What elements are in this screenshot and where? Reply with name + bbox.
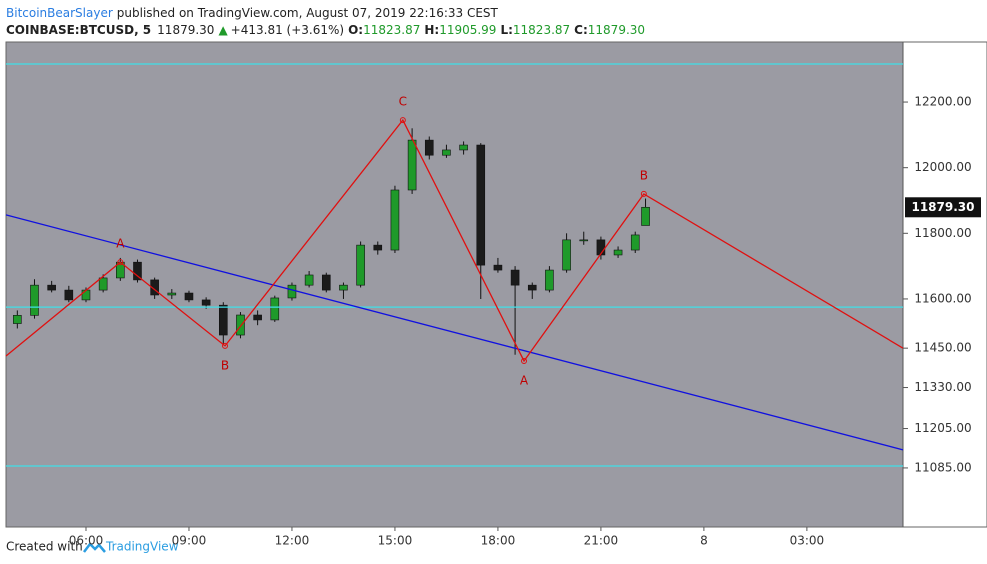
symbol-line: COINBASE:BTCUSD, 5 11879.30 ▲ +413.81 (+3.6…: [6, 23, 645, 37]
candle-body: [81, 289, 91, 301]
price-tag-label: 11879.30: [911, 200, 974, 214]
candle-body: [630, 234, 640, 251]
x-tick-label: 18:00: [481, 534, 516, 548]
candle-body: [236, 314, 245, 336]
candle-body: [270, 297, 280, 321]
zigzag-vertex: [222, 342, 229, 349]
candle-body: [339, 284, 348, 291]
candle-body: [201, 299, 211, 306]
candle-body: [424, 139, 434, 156]
change: +413.81 (+3.61%): [231, 23, 344, 37]
y-tick-label: 11085.00: [914, 460, 971, 474]
candle-body: [47, 284, 56, 291]
candle-body: [150, 279, 159, 296]
candle-body: [133, 261, 142, 281]
candle-body: [184, 292, 194, 301]
x-tick-label: 21:00: [584, 534, 619, 548]
candle-body: [167, 292, 177, 296]
y-tick-label: 12000.00: [914, 160, 971, 174]
last: 11879.30: [157, 23, 214, 37]
candle-body: [527, 284, 537, 291]
brand[interactable]: TradingView: [105, 540, 179, 554]
l: 11823.87: [513, 23, 570, 37]
candle-body: [218, 304, 228, 336]
candle-body: [493, 264, 503, 271]
wave-label: B: [221, 358, 229, 372]
author[interactable]: BitcoinBearSlayer: [6, 6, 113, 20]
created-with: Created with: [6, 540, 83, 554]
zigzag-vertex: [399, 117, 406, 124]
c: 11879.30: [588, 23, 645, 37]
x-tick-label: 8: [700, 534, 708, 548]
l-label: L:: [500, 23, 512, 37]
plot-area: [6, 42, 903, 527]
c-label: C:: [574, 23, 588, 37]
up-arrow: ▲: [218, 23, 228, 37]
x-tick-label: 09:00: [172, 534, 207, 548]
candle-body: [373, 244, 383, 251]
zigzag-vertex: [640, 190, 647, 197]
wave-label: C: [399, 95, 407, 109]
y-tick-label: 11800.00: [914, 226, 971, 240]
candle-body: [30, 284, 39, 316]
h: 11905.99: [439, 23, 496, 37]
candle-body: [641, 206, 650, 226]
x-tick-label: 03:00: [790, 534, 825, 548]
wave-label: B: [640, 168, 648, 182]
candle-body: [98, 277, 108, 291]
zigzag-vertex: [117, 259, 124, 266]
header: BitcoinBearSlayer published on TradingVie…: [6, 6, 499, 20]
candle-body: [407, 139, 417, 191]
candle-body: [64, 289, 74, 301]
candle-body: [304, 274, 314, 286]
candle-body: [253, 314, 262, 321]
candle-body: [356, 244, 365, 286]
candle-body: [510, 269, 520, 286]
wave-label: A: [520, 373, 529, 387]
candle-body: [476, 144, 486, 266]
trendline: [5, 214, 904, 451]
frame: [5, 41, 987, 528]
zigzag: [5, 118, 904, 363]
candle-body: [13, 315, 22, 324]
candle-body: [442, 149, 451, 156]
logo: [83, 542, 106, 553]
candle-body: [545, 269, 554, 291]
candle-body: [613, 249, 623, 256]
y-tick-label: 11330.00: [914, 380, 971, 394]
candle-body: [390, 189, 400, 251]
candle-body: [459, 144, 468, 151]
candle-body: [579, 239, 589, 242]
candle-body: [562, 239, 571, 271]
x-tick-label: 12:00: [275, 534, 310, 548]
o-label: O:: [348, 23, 363, 37]
o: 11823.87: [363, 23, 420, 37]
published: published on TradingView.com, August 07,…: [117, 6, 499, 20]
candle-body: [287, 284, 297, 299]
candle-body: [321, 274, 331, 291]
x-tick-label: 06:00: [69, 534, 104, 548]
y-tick-label: 11450.00: [914, 341, 971, 355]
x-tick-label: 15:00: [378, 534, 413, 548]
y-tick-label: 11205.00: [914, 421, 971, 435]
symbol: COINBASE:BTCUSD, 5: [6, 23, 151, 37]
y-tick-label: 12200.00: [914, 95, 971, 109]
price-tag: [905, 197, 981, 218]
zigzag-vertex: [521, 357, 528, 364]
wave-label: A: [116, 237, 125, 251]
y-tick-label: 11600.00: [914, 291, 971, 305]
h-label: H:: [424, 23, 439, 37]
